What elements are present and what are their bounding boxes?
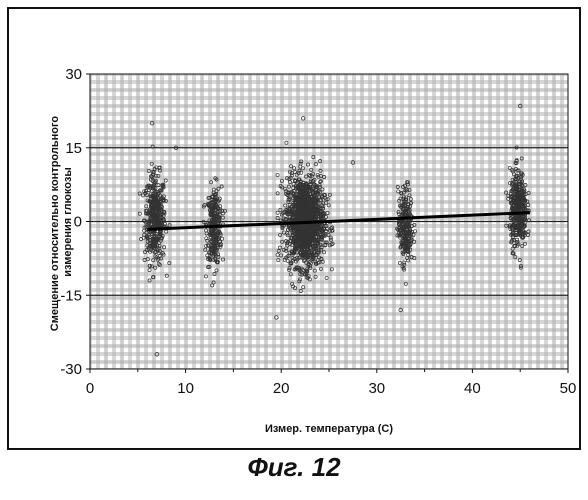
y-tick-label: -15 — [60, 287, 82, 304]
figure-caption: Фиг. 12 — [0, 452, 588, 483]
x-tick-label: 20 — [273, 380, 290, 397]
x-tick-label: 10 — [177, 380, 194, 397]
y-tick-label: 0 — [74, 214, 82, 231]
x-tick-label: 40 — [464, 380, 481, 397]
x-tick-label: 30 — [368, 380, 385, 397]
y-tick-label: 15 — [65, 140, 82, 157]
y-tick-label: 30 — [65, 66, 82, 83]
y-tick-label: -30 — [60, 361, 82, 378]
y-axis-label-line-1: Смещение относительно контрольного — [49, 116, 61, 332]
x-axis-label: Измер. температура (С) — [265, 423, 393, 435]
x-tick-label: 0 — [86, 380, 94, 397]
scatter-chart: 0 10 20 30 40 50 -30 -15 0 15 30 Измер. температу… — [0, 0, 588, 450]
y-axis-label-line-2: измерения глюкозы — [62, 167, 74, 276]
x-tick-label: 50 — [560, 380, 577, 397]
x-tick-labels: 0 10 20 30 40 50 — [86, 369, 577, 397]
